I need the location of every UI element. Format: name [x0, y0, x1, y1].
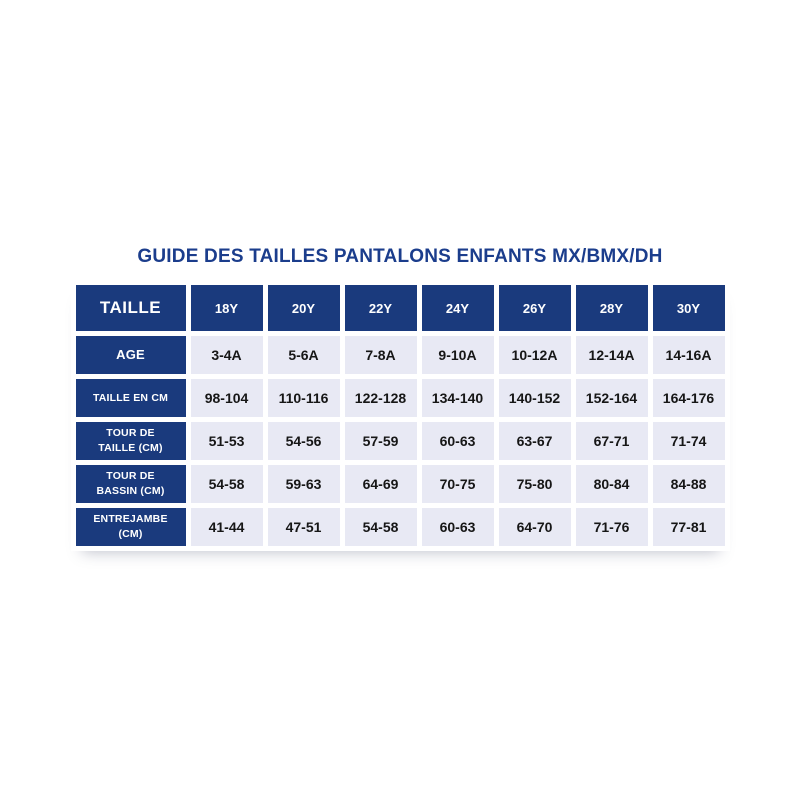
table-row: TAILLE EN CM 98-104 110-116 122-128 134-140 1…: [75, 379, 725, 417]
data-cell: 5-6A: [267, 336, 340, 374]
size-column-header: 28Y: [575, 285, 648, 331]
row-label: ENTREJAMBE (CM): [75, 508, 186, 546]
row-label: AGE: [75, 336, 186, 374]
size-column-header: 30Y: [652, 285, 725, 331]
data-cell: 10-12A: [498, 336, 571, 374]
data-cell: 14-16A: [652, 336, 725, 374]
data-cell: 12-14A: [575, 336, 648, 374]
data-cell: 64-69: [344, 465, 417, 503]
data-cell: 60-63: [421, 422, 494, 460]
size-column-header: 20Y: [267, 285, 340, 331]
data-cell: 59-63: [267, 465, 340, 503]
data-cell: 64-70: [498, 508, 571, 546]
data-cell: 51-53: [190, 422, 263, 460]
table-body: AGE 3-4A 5-6A 7-8A 9-10A 10-12A 12-14A 14-16A TA…: [75, 336, 725, 546]
header-row: TAILLE 18Y 20Y 22Y 24Y 26Y 28Y 30Y: [75, 285, 725, 331]
row-label: TOUR DE TAILLE (CM): [75, 422, 186, 460]
data-cell: 67-71: [575, 422, 648, 460]
row-label: TOUR DE BASSIN (CM): [75, 465, 186, 503]
row-label: TAILLE EN CM: [75, 379, 186, 417]
data-cell: 57-59: [344, 422, 417, 460]
page-title: GUIDE DES TAILLES PANTALONS ENFANTS MX/B…: [137, 246, 663, 267]
data-cell: 41-44: [190, 508, 263, 546]
table-header: TAILLE 18Y 20Y 22Y 24Y 26Y 28Y 30Y: [75, 285, 725, 331]
size-column-header: 26Y: [498, 285, 571, 331]
data-cell: 54-58: [190, 465, 263, 503]
data-cell: 54-58: [344, 508, 417, 546]
table-row: AGE 3-4A 5-6A 7-8A 9-10A 10-12A 12-14A 14-16A: [75, 336, 725, 374]
table-row: ENTREJAMBE (CM) 41-44 47-51 54-58 60-63 64-70…: [75, 508, 725, 546]
data-cell: 80-84: [575, 465, 648, 503]
data-cell: 98-104: [190, 379, 263, 417]
table-row: TOUR DE TAILLE (CM) 51-53 54-56 57-59 60-63 6…: [75, 422, 725, 460]
table-row: TOUR DE BASSIN (CM) 54-58 59-63 64-69 70-75 7…: [75, 465, 725, 503]
data-cell: 7-8A: [344, 336, 417, 374]
data-cell: 140-152: [498, 379, 571, 417]
data-cell: 122-128: [344, 379, 417, 417]
data-cell: 71-76: [575, 508, 648, 546]
data-cell: 77-81: [652, 508, 725, 546]
data-cell: 75-80: [498, 465, 571, 503]
data-cell: 84-88: [652, 465, 725, 503]
size-column-header: 22Y: [344, 285, 417, 331]
data-cell: 60-63: [421, 508, 494, 546]
data-cell: 3-4A: [190, 336, 263, 374]
data-cell: 63-67: [498, 422, 571, 460]
corner-header-taille: TAILLE: [75, 285, 186, 331]
data-cell: 152-164: [575, 379, 648, 417]
data-cell: 54-56: [267, 422, 340, 460]
data-cell: 9-10A: [421, 336, 494, 374]
size-column-header: 18Y: [190, 285, 263, 331]
data-cell: 164-176: [652, 379, 725, 417]
size-column-header: 24Y: [421, 285, 494, 331]
data-cell: 110-116: [267, 379, 340, 417]
size-guide-table: TAILLE 18Y 20Y 22Y 24Y 26Y 28Y 30Y AGE 3-4A 5-6A 7…: [71, 280, 730, 551]
data-cell: 70-75: [421, 465, 494, 503]
data-cell: 134-140: [421, 379, 494, 417]
data-cell: 47-51: [267, 508, 340, 546]
data-cell: 71-74: [652, 422, 725, 460]
